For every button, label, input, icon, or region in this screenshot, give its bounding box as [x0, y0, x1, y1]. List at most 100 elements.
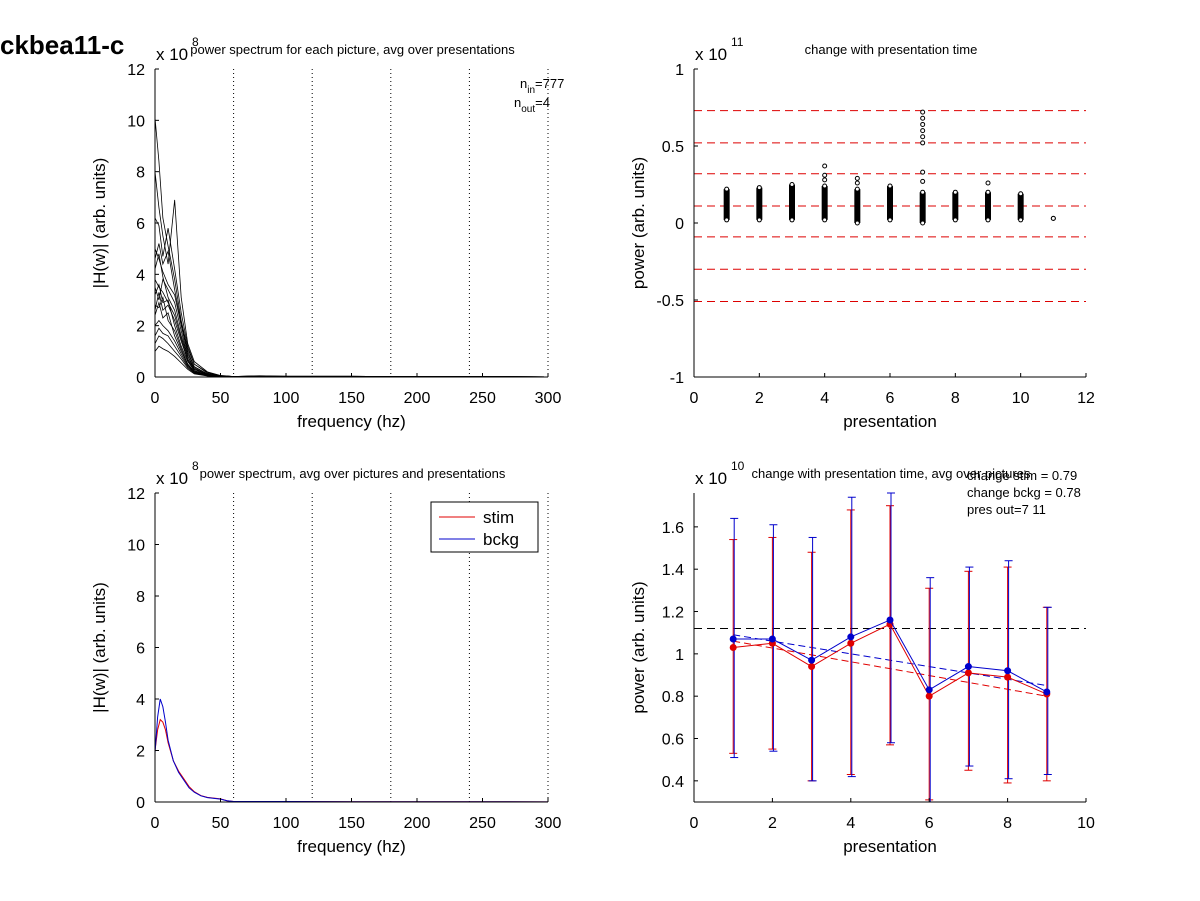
y-tick-label: 0.5	[662, 139, 684, 156]
series-line-stim	[154, 718, 549, 803]
outlier-point	[920, 128, 926, 134]
y-tick-label: 2	[136, 319, 145, 336]
data-point	[985, 217, 991, 223]
outlier-point	[920, 134, 926, 140]
x-tick-label: 200	[404, 390, 431, 407]
y-tick-label: 8	[136, 165, 145, 182]
spectrum-line	[154, 327, 548, 378]
axis-multiplier-exponent: 11	[731, 35, 744, 49]
outlier-point	[920, 115, 926, 121]
annotation-subscript: out	[521, 104, 535, 115]
x-tick-label: 300	[535, 815, 562, 832]
y-tick-label: 0	[675, 216, 684, 233]
data-point	[952, 217, 958, 223]
spectrum-line	[154, 278, 549, 378]
data-point	[822, 217, 828, 223]
y-tick-label: 0	[136, 795, 145, 812]
x-tick-label: 150	[338, 815, 365, 832]
x-tick-label: 100	[273, 815, 300, 832]
count-annotation: nin=777	[520, 76, 564, 96]
panel-title: change with presentation time, avg over …	[752, 466, 1031, 481]
x-tick-label: 50	[212, 815, 230, 832]
y-tick-label: 0.4	[662, 774, 684, 791]
legend-label-bckg: bckg	[483, 530, 519, 549]
y-tick-label: 1	[675, 647, 684, 664]
legend-box	[430, 501, 539, 553]
annotation-main: n	[520, 76, 527, 91]
series-point-stim	[847, 639, 855, 647]
y-tick-label: 10	[127, 538, 145, 555]
outlier-point	[854, 180, 860, 186]
y-tick-label: 1.6	[662, 520, 684, 537]
y-tick-label: -0.5	[656, 293, 684, 310]
outlier-point	[822, 163, 828, 169]
x-tick-label: 12	[1077, 390, 1095, 407]
x-tick-label: 150	[338, 390, 365, 407]
data-point	[756, 185, 762, 191]
y-tick-label: 6	[136, 641, 145, 658]
page-label: ckbea11-c	[0, 30, 125, 60]
panel-change-presentation: 0 2 4 6 8 10 12 -1 -0.5 0 0.5 1 presentation power (a…	[629, 35, 1095, 431]
x-tick-label: 250	[469, 815, 496, 832]
x-tick-label: 10	[1077, 815, 1095, 832]
y-tick-label: 0.8	[662, 689, 684, 706]
series-point-bckg	[729, 635, 737, 643]
x-tick-label: 10	[1012, 390, 1030, 407]
data-point	[887, 217, 893, 223]
spectrum-line	[154, 171, 549, 378]
series-line-bckg	[154, 698, 549, 803]
data-point	[887, 183, 893, 189]
axis-multiplier: x 10	[695, 469, 727, 488]
annotation-subscript: in	[527, 85, 535, 96]
spectrum-line	[154, 292, 549, 378]
spectrum-line	[154, 253, 549, 378]
data-point	[854, 186, 860, 192]
x-tick-label: 6	[925, 815, 934, 832]
data-point	[756, 217, 762, 223]
y-axis-label: |H(w)| (arb. units)	[90, 582, 109, 713]
axis-multiplier-exponent: 10	[731, 459, 745, 473]
series-point-stim	[729, 644, 737, 651]
outlier-point	[920, 178, 926, 184]
outlier-point	[822, 172, 828, 178]
data-point	[1050, 215, 1056, 221]
x-tick-label: 50	[212, 390, 230, 407]
spectrum-line	[154, 283, 549, 378]
series-point-bckg	[1004, 667, 1012, 675]
annotation-value: =777	[535, 76, 564, 91]
count-annotation: nout=4	[514, 95, 550, 115]
x-tick-label: 4	[820, 390, 829, 407]
x-tick-label: 8	[1003, 815, 1012, 832]
y-tick-label: 1	[675, 62, 684, 79]
y-tick-label: 8	[136, 589, 145, 606]
spectrum-line	[154, 296, 549, 378]
spectrum-line	[154, 301, 549, 378]
series-point-bckg	[1043, 688, 1051, 696]
series-point-stim	[1004, 673, 1012, 681]
series-point-stim	[925, 692, 933, 700]
spectrum-line	[154, 335, 548, 378]
x-tick-label: 250	[469, 390, 496, 407]
y-tick-label: 12	[127, 62, 145, 79]
x-tick-label: 6	[886, 390, 895, 407]
series-point-stim	[964, 669, 972, 677]
data-point	[822, 183, 828, 189]
outlier-point	[854, 175, 860, 181]
outlier-point	[920, 121, 926, 127]
outlier-point	[920, 169, 926, 175]
spectrum-line	[154, 319, 549, 378]
x-tick-label: 0	[151, 390, 160, 407]
panel-power-spectrum-each: 0 50 100 150 200 250 300 0 2 4 6 8 10 12 frequency (hz…	[90, 35, 564, 431]
axis-multiplier: x 10	[695, 45, 727, 64]
data-point	[920, 220, 926, 226]
data-point	[724, 217, 730, 223]
spectrum-line	[154, 279, 549, 378]
series-point-bckg	[886, 616, 894, 624]
stat-annotation: change bckg = 0.78	[967, 485, 1081, 500]
y-tick-label: 10	[127, 113, 145, 130]
y-tick-label: 0.6	[662, 732, 684, 749]
x-tick-label: 200	[404, 815, 431, 832]
y-tick-label: 0	[136, 370, 145, 387]
data-point	[854, 220, 860, 226]
